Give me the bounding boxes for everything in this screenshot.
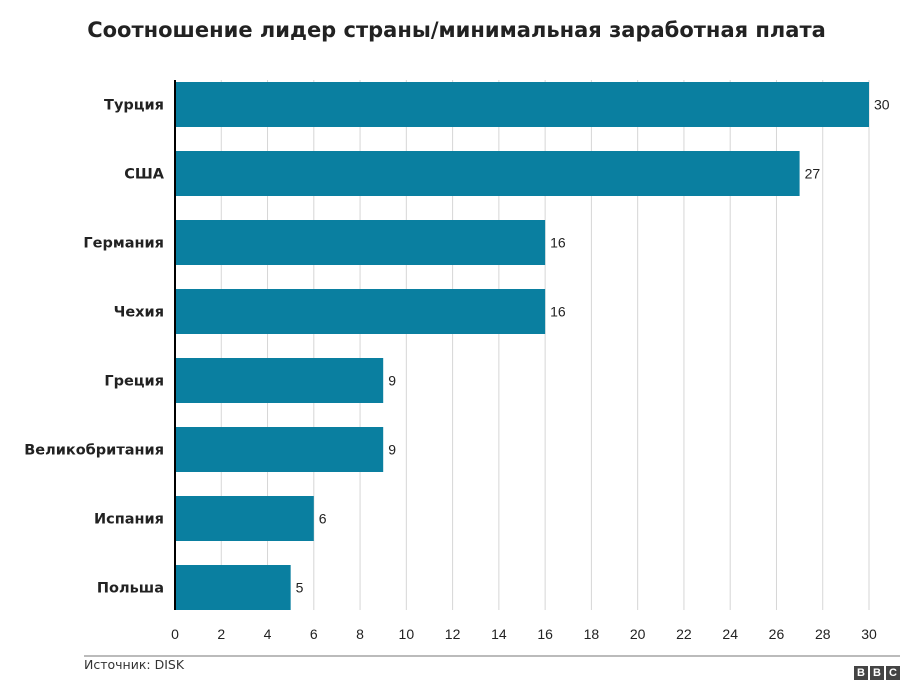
x-tick-label: 10 — [399, 626, 415, 642]
bar — [175, 358, 384, 403]
data-label: 16 — [550, 235, 566, 251]
data-label: 27 — [805, 166, 821, 182]
x-tick-label: 26 — [769, 626, 785, 642]
x-tick-label: 6 — [310, 626, 318, 642]
data-label: 6 — [319, 511, 327, 527]
y-tick-label: Германия — [83, 236, 164, 252]
x-tick-label: 28 — [815, 626, 831, 642]
data-label: 5 — [296, 580, 304, 596]
y-tick-label: США — [124, 167, 165, 183]
bar — [175, 496, 314, 541]
data-label: 9 — [388, 373, 396, 389]
y-tick-label: Польша — [97, 581, 164, 597]
y-tick-label: Чехия — [114, 305, 164, 321]
x-tick-label: 4 — [264, 626, 272, 642]
y-tick-label: Греция — [104, 374, 164, 390]
x-tick-label: 22 — [676, 626, 692, 642]
x-tick-label: 18 — [584, 626, 600, 642]
x-tick-label: 24 — [722, 626, 738, 642]
x-tick-label: 12 — [445, 626, 461, 642]
x-tick-label: 2 — [217, 626, 225, 642]
bar — [175, 220, 546, 265]
bar — [175, 565, 291, 610]
chart-title: Соотношение лидер страны/минимальная зар… — [87, 18, 826, 42]
data-label: 9 — [388, 442, 396, 458]
x-tick-label: 14 — [491, 626, 507, 642]
bar — [175, 289, 546, 334]
source-note: Источник: DISK — [84, 657, 185, 672]
x-tick-label: 8 — [356, 626, 364, 642]
data-label: 16 — [550, 304, 566, 320]
y-tick-label: Турция — [104, 98, 164, 114]
bar — [175, 427, 384, 472]
x-tick-label: 16 — [537, 626, 553, 642]
x-tick-label: 0 — [171, 626, 179, 642]
x-tick-label: 30 — [861, 626, 877, 642]
x-tick-label: 20 — [630, 626, 646, 642]
y-tick-label: Великобритания — [24, 443, 164, 459]
bar — [175, 82, 869, 127]
data-label: 30 — [874, 97, 890, 113]
bar — [175, 151, 800, 196]
y-tick-label: Испания — [94, 512, 164, 528]
